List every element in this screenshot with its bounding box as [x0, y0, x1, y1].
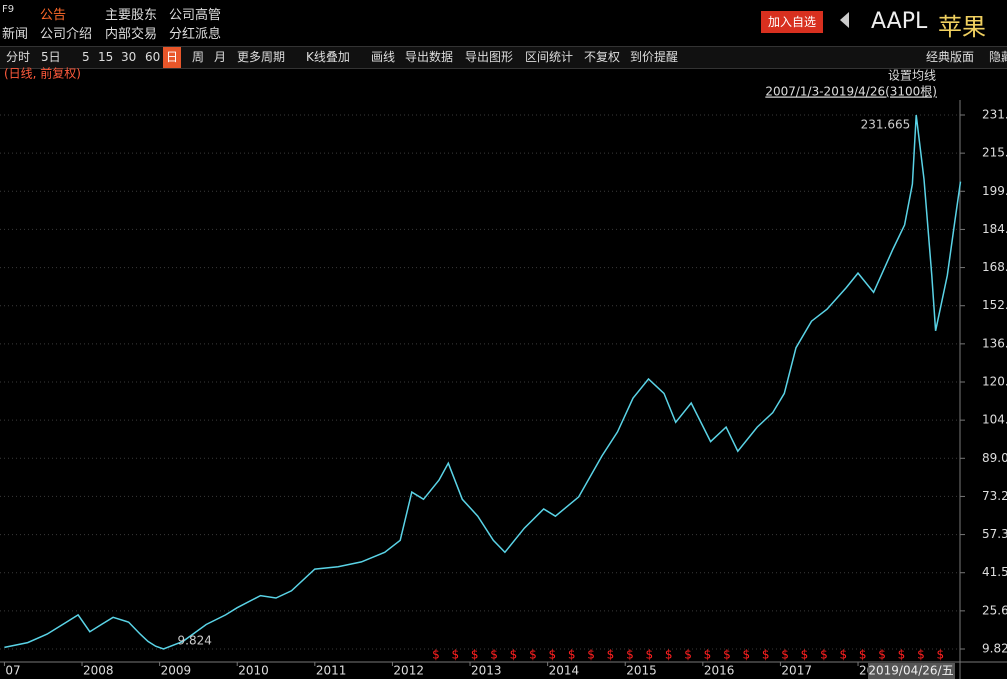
dividend-marker: $ — [451, 648, 459, 662]
dividend-marker: $ — [839, 648, 847, 662]
company-name: 苹果 — [938, 13, 986, 41]
y-tick-label: 25.669 — [982, 603, 1007, 617]
header-link[interactable]: 主要股东 — [105, 8, 158, 23]
dividend-marker: $ — [510, 648, 518, 662]
toolbar-item[interactable]: 导出图形 — [465, 50, 514, 64]
subtitle: (日线, 前复权) — [4, 66, 81, 81]
toolbar-item[interactable]: 区间统计 — [525, 50, 574, 64]
dividend-marker: $ — [801, 648, 809, 662]
dividend-marker: $ — [568, 648, 576, 662]
y-tick-label: 104.898 — [982, 413, 1007, 427]
ticker: AAPL — [871, 9, 928, 34]
high-label: 231.665 — [861, 118, 911, 132]
x-tick-label: 2014 — [549, 664, 580, 678]
range-label: 2007/1/3-2019/4/26(3100根) — [765, 85, 937, 99]
x-tick-label: 2008 — [83, 664, 114, 678]
toolbar-item[interactable]: K线叠加 — [306, 50, 350, 64]
y-tick-label: 120.744 — [982, 375, 1007, 389]
dividend-marker: $ — [859, 648, 867, 662]
dividend-marker: $ — [936, 648, 944, 662]
header-link[interactable]: 公司介绍 — [40, 27, 93, 42]
x-tick-label: 2011 — [316, 664, 347, 678]
cursor-label: 2019/04/26/五 — [868, 664, 953, 678]
x-tick-label: 2013 — [471, 664, 502, 678]
y-tick-label: 184.127 — [982, 222, 1007, 236]
toolbar-item[interactable]: 15 — [98, 50, 114, 64]
x-tick-label: 07 — [5, 664, 20, 678]
x-tick-label: 2009 — [161, 664, 192, 678]
toolbar-item[interactable]: 5 — [82, 50, 90, 64]
x-tick-label: 2012 — [393, 664, 424, 678]
dividend-marker: $ — [490, 648, 498, 662]
add-watchlist-button[interactable]: 加入自选 — [761, 11, 823, 33]
y-tick-label: 73.207 — [982, 489, 1007, 503]
dividend-marker: $ — [587, 648, 595, 662]
y-tick-label: 136.589 — [982, 336, 1007, 350]
dividend-marker: $ — [781, 648, 789, 662]
dividend-marker: $ — [665, 648, 673, 662]
dividend-marker: $ — [471, 648, 479, 662]
header-link[interactable]: 公告 — [40, 8, 67, 23]
ma-button: 设置均线 — [888, 69, 936, 83]
toolbar-item[interactable]: 60 — [145, 50, 161, 64]
dividend-marker: $ — [742, 648, 750, 662]
x-tick-label: 2016 — [704, 664, 735, 678]
header-link[interactable]: 新闻 — [2, 27, 29, 42]
header-link[interactable]: 公司高管 — [169, 8, 222, 23]
dividend-marker: $ — [645, 648, 653, 662]
header-link[interactable]: 分红派息 — [169, 27, 222, 42]
dividend-marker: $ — [898, 648, 906, 662]
x-tick-label: 2017 — [781, 664, 812, 678]
x-tick-label: 2015 — [626, 664, 657, 678]
y-tick-label: 9.824 — [982, 642, 1007, 656]
dividend-marker: $ — [432, 648, 440, 662]
dividend-marker: $ — [878, 648, 886, 662]
toolbar-item[interactable]: 隐藏 — [989, 50, 1007, 64]
dividend-marker: $ — [684, 648, 692, 662]
dividend-marker: $ — [820, 648, 828, 662]
toolbar-item[interactable]: 导出数据 — [405, 50, 454, 64]
dividend-marker: $ — [704, 648, 712, 662]
price-line — [4, 114, 962, 650]
dividend-marker: $ — [626, 648, 634, 662]
dividend-marker: $ — [529, 648, 537, 662]
dividend-marker: $ — [762, 648, 770, 662]
toolbar-item[interactable]: 分时 — [6, 50, 31, 64]
header-link: F9 — [2, 4, 15, 15]
toolbar-item[interactable]: 周 — [192, 50, 205, 64]
x-tick-label: 2010 — [238, 664, 269, 678]
y-tick-label: 57.361 — [982, 527, 1007, 541]
y-tick-label: 231.665 — [982, 108, 1007, 122]
cursor-label-bg — [868, 663, 955, 679]
toolbar: 分时 5日 5 15 30 60 日周月更多周期 K线叠加 画线 导出数据 导出图形 区间统计 不复权到… — [0, 46, 1007, 69]
toolbar-item[interactable]: 不复权 — [584, 50, 621, 64]
dividend-marker: $ — [723, 648, 731, 662]
y-tick-label: 215.818 — [982, 146, 1007, 160]
toolbar-item[interactable]: 更多周期 — [237, 50, 286, 64]
toolbar-item[interactable]: 到价提醒 — [630, 50, 679, 64]
toolbar-item[interactable]: 月 — [214, 50, 227, 64]
y-tick-label: 89.052 — [982, 451, 1007, 465]
dividend-marker: $ — [607, 648, 615, 662]
toolbar-item[interactable]: 经典版面 — [926, 50, 975, 64]
toolbar-item[interactable]: 5日 — [41, 50, 61, 64]
dividend-marker: $ — [917, 648, 925, 662]
header-link[interactable]: 内部交易 — [105, 27, 158, 42]
low-label: 9.824 — [178, 634, 212, 648]
toolbar-item[interactable]: 30 — [121, 50, 137, 64]
back-arrow[interactable] — [840, 12, 849, 28]
toolbar-item[interactable]: 日 — [163, 47, 182, 68]
toolbar-item[interactable]: 画线 — [371, 50, 396, 64]
y-tick-label: 199.973 — [982, 184, 1007, 198]
y-tick-label: 168.281 — [982, 260, 1007, 274]
y-tick-label: 41.515 — [982, 565, 1007, 579]
dividend-marker: $ — [548, 648, 556, 662]
y-tick-label: 152.435 — [982, 298, 1007, 312]
